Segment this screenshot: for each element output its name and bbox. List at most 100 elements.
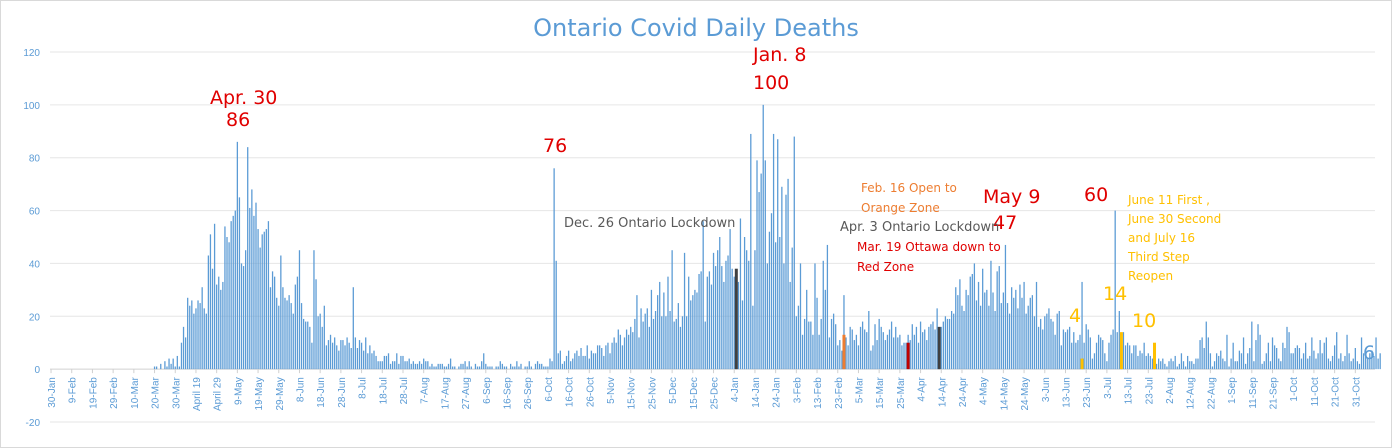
x-tick-label: 4-Apr	[917, 376, 928, 401]
bar	[1083, 342, 1085, 370]
x-tick-label: 26-Sep	[523, 377, 534, 410]
bar	[1273, 345, 1276, 370]
x-tick-label: 16-Oct	[565, 377, 576, 407]
bar	[915, 326, 918, 370]
bar	[770, 213, 773, 370]
bar	[754, 250, 756, 370]
bar	[350, 348, 352, 370]
bar	[559, 350, 561, 370]
bar	[238, 197, 241, 370]
bar	[247, 147, 249, 370]
bar	[1350, 361, 1352, 370]
bar	[203, 308, 205, 370]
bar	[230, 221, 232, 370]
bar	[435, 366, 437, 370]
bar	[1081, 281, 1083, 370]
annotation-june-peak-value: 60	[1084, 184, 1109, 206]
bar	[478, 366, 481, 370]
bar	[679, 326, 682, 370]
bar	[385, 355, 388, 370]
bar	[1276, 348, 1278, 370]
bar	[884, 340, 887, 370]
x-tick-label: 26-Oct	[585, 377, 596, 407]
bar	[826, 244, 829, 370]
bar	[681, 316, 684, 370]
bar	[296, 276, 299, 370]
bar	[232, 215, 234, 370]
bar	[690, 300, 692, 370]
bar	[1166, 366, 1168, 370]
bar	[1000, 303, 1002, 370]
bar	[737, 281, 740, 370]
bar	[663, 292, 665, 370]
bar	[315, 279, 317, 370]
bar	[1184, 366, 1187, 370]
bar	[921, 332, 924, 370]
bar	[383, 355, 385, 370]
x-tick-label: 4-May	[979, 377, 990, 405]
highlight-bar	[734, 268, 738, 370]
bar	[818, 334, 820, 370]
bar	[1360, 337, 1363, 370]
bar	[673, 321, 675, 370]
highlight-bar	[906, 342, 910, 370]
bar	[656, 295, 659, 370]
bar	[1170, 358, 1172, 370]
highlight-bar	[937, 326, 941, 370]
bar	[178, 366, 181, 370]
bar	[835, 324, 837, 370]
x-tick-label: 10-Mar	[130, 376, 141, 408]
bar	[348, 342, 350, 370]
bar	[1230, 358, 1232, 370]
bar	[1302, 353, 1305, 370]
bar	[1222, 358, 1224, 370]
bar	[748, 260, 750, 370]
x-tick-label: 29-Feb	[109, 377, 120, 409]
bar	[696, 292, 698, 370]
bar	[1226, 334, 1228, 370]
bar	[1056, 313, 1058, 370]
bar	[387, 353, 390, 370]
bar	[1178, 363, 1180, 370]
annotation-reopen-line3: and July 16	[1128, 231, 1196, 245]
bar	[1104, 353, 1106, 370]
bar	[487, 366, 489, 370]
bar	[470, 366, 472, 370]
bar	[756, 160, 758, 370]
bar	[427, 361, 429, 370]
bar	[990, 260, 992, 370]
bar	[760, 173, 762, 370]
bar	[201, 287, 203, 370]
bar	[996, 271, 998, 370]
bar	[160, 363, 162, 370]
annotation-reopen-line2: June 30 Second	[1128, 212, 1222, 226]
bar	[1255, 340, 1257, 370]
bar	[1263, 361, 1265, 370]
bar	[652, 318, 655, 370]
bar	[1207, 337, 1209, 370]
bar	[234, 210, 236, 370]
bar	[1035, 281, 1038, 370]
bar	[965, 289, 967, 370]
bar	[323, 305, 325, 370]
bar	[1348, 353, 1350, 370]
bar	[420, 363, 423, 370]
bar	[694, 289, 696, 370]
bar	[545, 366, 547, 370]
bar	[708, 271, 711, 370]
bar	[654, 311, 657, 370]
bar	[1089, 337, 1091, 370]
bar	[164, 361, 166, 370]
bar	[1251, 321, 1253, 370]
bar	[191, 300, 193, 370]
bar	[712, 252, 715, 370]
bar	[485, 363, 487, 370]
bar	[267, 221, 270, 370]
bar	[611, 342, 613, 370]
bar	[793, 136, 795, 370]
bar	[172, 358, 174, 370]
bar	[325, 345, 328, 370]
bar	[1377, 358, 1379, 370]
bar	[207, 255, 210, 370]
